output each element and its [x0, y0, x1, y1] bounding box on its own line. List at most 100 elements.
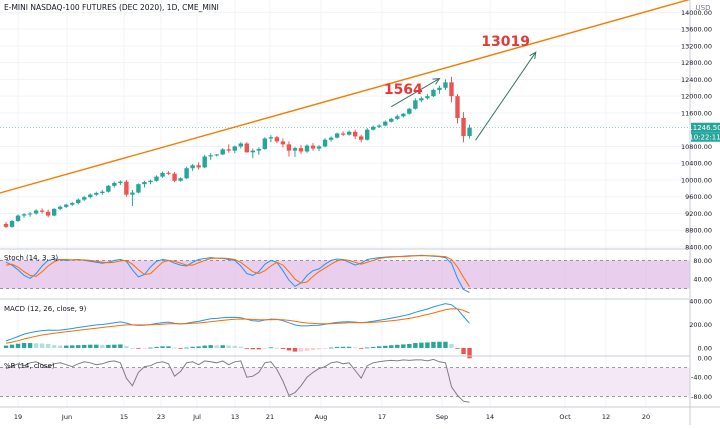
- candle-body[interactable]: [39, 210, 45, 212]
- candle-body[interactable]: [184, 168, 189, 179]
- candle-body[interactable]: [202, 156, 207, 168]
- candle-body[interactable]: [286, 144, 292, 151]
- candle-body[interactable]: [467, 127, 472, 136]
- candle-body[interactable]: [238, 143, 243, 147]
- macd-histogram-bar[interactable]: [82, 344, 87, 348]
- candle-body[interactable]: [88, 194, 93, 198]
- macd-histogram-bar[interactable]: [148, 347, 153, 349]
- candle-body[interactable]: [130, 192, 135, 195]
- candle-body[interactable]: [322, 139, 328, 147]
- macd-histogram-bar[interactable]: [64, 345, 69, 348]
- macd-histogram-bar[interactable]: [196, 346, 201, 348]
- macd-histogram-bar[interactable]: [57, 345, 63, 348]
- candle-body[interactable]: [33, 210, 39, 214]
- candle-body[interactable]: [142, 182, 147, 185]
- macd-histogram-bar[interactable]: [208, 345, 213, 348]
- candle-body[interactable]: [64, 204, 69, 207]
- macd-histogram-bar[interactable]: [425, 342, 430, 348]
- candle-body[interactable]: [136, 184, 141, 193]
- candle-body[interactable]: [401, 113, 406, 117]
- candle-body[interactable]: [461, 117, 466, 136]
- macd-histogram-bar[interactable]: [461, 347, 466, 355]
- wr-pane[interactable]: [5, 358, 470, 403]
- candle-body[interactable]: [346, 131, 352, 135]
- candle-body[interactable]: [256, 148, 262, 151]
- candle-body[interactable]: [178, 178, 183, 181]
- arrow-head[interactable]: [529, 51, 537, 60]
- macd-histogram-bar[interactable]: [244, 347, 249, 349]
- candle-body[interactable]: [340, 133, 346, 135]
- macd-histogram-bar[interactable]: [437, 341, 442, 348]
- macd-histogram-bar[interactable]: [118, 344, 123, 348]
- candle-body[interactable]: [377, 125, 382, 127]
- macd-histogram-bar[interactable]: [358, 347, 364, 349]
- macd-histogram-bar[interactable]: [377, 346, 382, 348]
- macd-histogram-bar[interactable]: [154, 346, 159, 348]
- stoch-d-line[interactable]: [5, 255, 470, 287]
- candle-body[interactable]: [76, 199, 81, 204]
- candle-body[interactable]: [148, 180, 153, 183]
- candle-body[interactable]: [449, 82, 454, 97]
- macd-histogram-bar[interactable]: [51, 345, 57, 348]
- candle-body[interactable]: [328, 137, 334, 140]
- macd-histogram-bar[interactable]: [328, 347, 334, 349]
- macd-histogram-bar[interactable]: [292, 347, 298, 352]
- candle-body[interactable]: [371, 126, 376, 130]
- candle-body[interactable]: [407, 108, 412, 114]
- candle-body[interactable]: [425, 96, 430, 99]
- candle-body[interactable]: [316, 146, 322, 149]
- macd-histogram-bar[interactable]: [431, 341, 436, 348]
- macd-histogram-bar[interactable]: [238, 346, 243, 348]
- macd-histogram-bar[interactable]: [124, 346, 129, 348]
- candle-body[interactable]: [292, 148, 298, 151]
- macd-histogram-bar[interactable]: [346, 346, 352, 348]
- candle-body[interactable]: [9, 221, 15, 227]
- macd-histogram-bar[interactable]: [9, 344, 15, 348]
- candle-body[interactable]: [383, 121, 388, 126]
- candle-body[interactable]: [280, 141, 286, 145]
- candle-body[interactable]: [413, 100, 418, 109]
- macd-histogram-bar[interactable]: [371, 346, 376, 348]
- candle-body[interactable]: [118, 181, 123, 183]
- candle-body[interactable]: [437, 87, 442, 90]
- candle-body[interactable]: [82, 197, 87, 200]
- candle-body[interactable]: [358, 136, 364, 140]
- macd-histogram-bar[interactable]: [352, 347, 358, 349]
- candle-body[interactable]: [57, 206, 63, 209]
- candle-body[interactable]: [21, 214, 27, 216]
- candle-body[interactable]: [190, 165, 195, 169]
- macd-histogram-bar[interactable]: [76, 345, 81, 348]
- candle-body[interactable]: [352, 131, 358, 137]
- macd-histogram-bar[interactable]: [202, 345, 207, 348]
- macd-histogram-bar[interactable]: [3, 345, 9, 348]
- macd-histogram-bar[interactable]: [310, 347, 316, 350]
- macd-histogram-bar[interactable]: [45, 343, 51, 348]
- stoch-pane[interactable]: [5, 254, 470, 293]
- candle-body[interactable]: [226, 149, 231, 151]
- macd-histogram-bar[interactable]: [401, 344, 406, 348]
- candle-body[interactable]: [154, 176, 159, 181]
- macd-histogram-bar[interactable]: [280, 347, 286, 349]
- macd-histogram-bar[interactable]: [413, 343, 418, 348]
- macd-histogram-bar[interactable]: [100, 344, 105, 348]
- macd-histogram-bar[interactable]: [226, 345, 231, 348]
- candle-body[interactable]: [310, 145, 316, 149]
- candle-body[interactable]: [304, 145, 310, 152]
- candle-body[interactable]: [274, 137, 280, 142]
- macd-histogram-bar[interactable]: [27, 343, 33, 348]
- candle-body[interactable]: [268, 137, 274, 139]
- macd-histogram-bar[interactable]: [455, 347, 460, 349]
- candle-body[interactable]: [45, 211, 51, 216]
- candle-body[interactable]: [106, 185, 111, 192]
- macd-histogram-bar[interactable]: [365, 347, 370, 349]
- macd-line[interactable]: [5, 303, 470, 342]
- macd-histogram-bar[interactable]: [88, 344, 93, 348]
- candle-body[interactable]: [220, 149, 225, 155]
- candle-body[interactable]: [3, 223, 9, 227]
- macd-histogram-bar[interactable]: [21, 343, 27, 348]
- macd-histogram-bar[interactable]: [274, 347, 280, 349]
- candle-body[interactable]: [431, 89, 436, 97]
- macd-histogram-bar[interactable]: [304, 347, 310, 351]
- candle-body[interactable]: [214, 154, 219, 156]
- candle-body[interactable]: [172, 173, 177, 181]
